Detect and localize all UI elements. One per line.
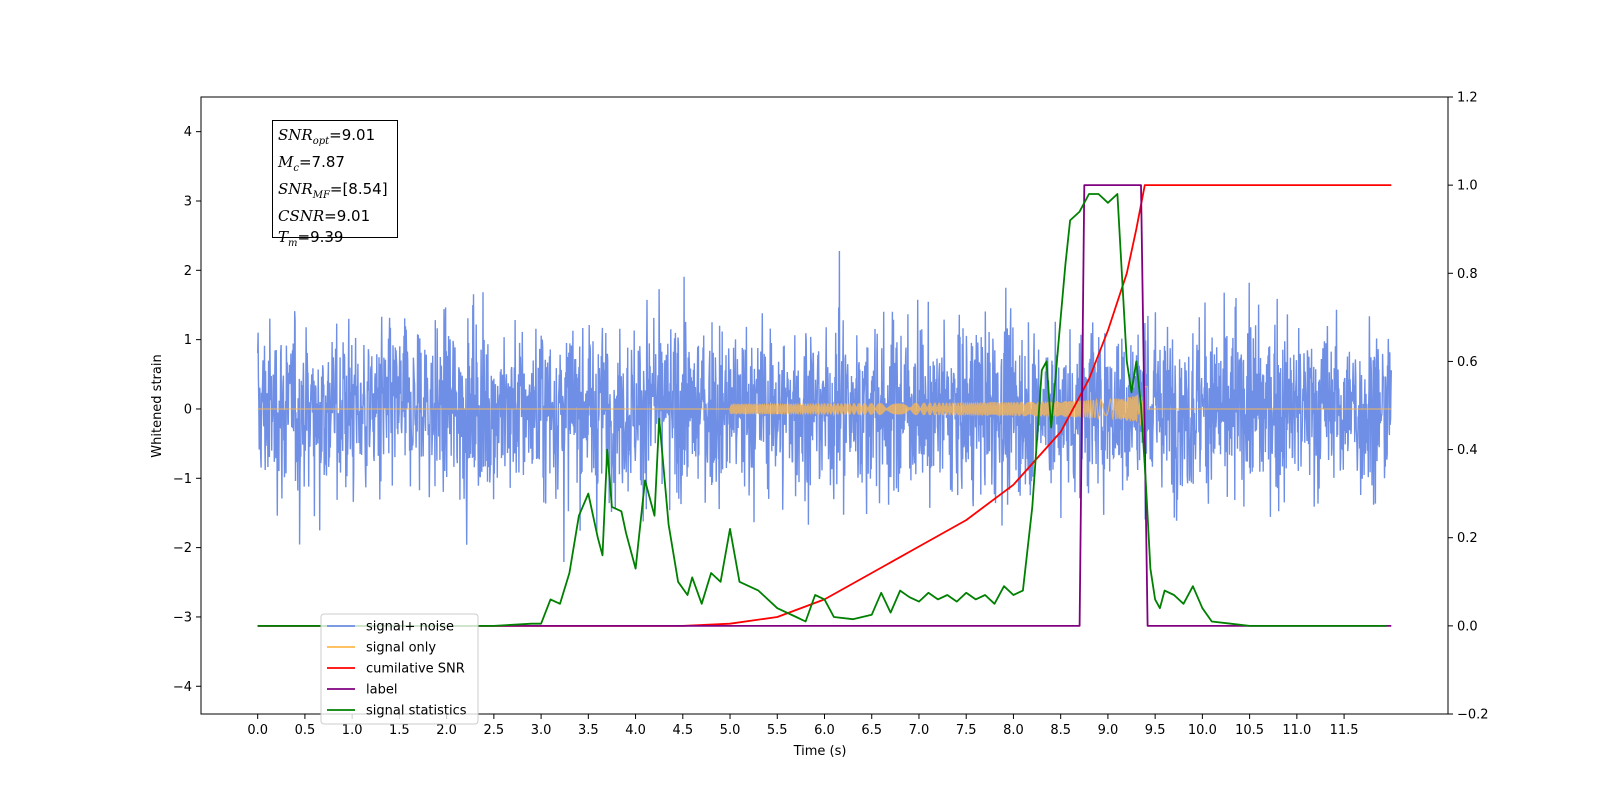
tm-line: Tm=9.39: [278, 228, 344, 249]
y-tick-label: −4: [173, 680, 192, 695]
y-tick-label: −1: [173, 472, 192, 487]
y-axis-right: 1.2 1.0 0.8 0.6 0.4 0.2 0.0 −0.2: [1448, 91, 1489, 723]
legend-frame: [320, 613, 479, 725]
mc-line: Mc=7.87: [278, 153, 345, 174]
x-tick-label: 1.0: [342, 723, 363, 738]
x-tick-label: 11.0: [1282, 723, 1311, 738]
y2-tick-label: 0.6: [1457, 355, 1478, 370]
y-axis-label: Whitened strain: [150, 354, 165, 457]
snr-mf-line: SNRMF=[8.54]: [278, 180, 388, 201]
y-axis-left: 4 3 2 1 0 −1 −2 −3 −4: [173, 125, 201, 695]
mc-value: =7.87: [298, 153, 345, 171]
snr-info-box: SNRopt=9.01 Mc=7.87 SNRMF=[8.54] CSNR=9.…: [272, 120, 398, 249]
y2-tick-label: 0.8: [1457, 267, 1478, 282]
y-tick-label: −3: [173, 610, 192, 625]
y2-tick-label: 0.4: [1457, 443, 1478, 458]
signal-only-line: [257, 384, 1392, 439]
y2-tick-label: 0.0: [1457, 619, 1478, 634]
x-axis-label: Time (s): [793, 744, 847, 759]
y-tick-label: 2: [184, 264, 192, 279]
x-tick-label: 6.5: [861, 723, 882, 738]
csnr-line: CSNR=9.01: [278, 207, 371, 225]
csnr-value: =9.01: [324, 207, 371, 225]
x-axis: 0.0 0.5 1.0 1.5 2.0 2.5 3.0 3.5 4.0 4.5 5.0 5.5 6.0 6…: [247, 714, 1359, 738]
legend-label: signal only: [366, 641, 436, 656]
y-tick-label: 1: [184, 333, 192, 348]
x-tick-label: 5.0: [720, 723, 741, 738]
legend-label: signal+ noise: [366, 620, 454, 635]
x-tick-label: 10.0: [1188, 723, 1217, 738]
x-tick-label: 0.5: [295, 723, 316, 738]
x-tick-label: 3.5: [578, 723, 599, 738]
y-tick-label: 4: [184, 125, 192, 140]
x-tick-label: 4.5: [672, 723, 693, 738]
tm-value: =9.39: [297, 228, 344, 246]
legend-label: signal statistics: [366, 704, 467, 719]
x-tick-label: 2.0: [436, 723, 457, 738]
x-tick-label: 8.5: [1050, 723, 1071, 738]
line-series-group: [257, 184, 1392, 627]
x-tick-label: 11.5: [1330, 723, 1359, 738]
x-tick-label: 7.5: [956, 723, 977, 738]
legend: signal+ noise signal only cumilative SNR la…: [320, 613, 479, 725]
y2-tick-label: 1.2: [1457, 91, 1478, 106]
label-line: [257, 184, 1392, 627]
x-tick-label: 2.5: [484, 723, 505, 738]
x-tick-label: 9.5: [1145, 723, 1166, 738]
x-tick-label: 6.0: [814, 723, 835, 738]
signal-only-series: [257, 384, 1392, 439]
snr-mf-value: =[8.54]: [329, 180, 388, 198]
x-tick-label: 10.5: [1235, 723, 1264, 738]
legend-label: cumilative SNR: [366, 662, 465, 677]
y-tick-label: 0: [184, 402, 192, 417]
x-tick-label: 7.0: [909, 723, 930, 738]
x-tick-label: 5.5: [767, 723, 788, 738]
x-tick-label: 1.5: [389, 723, 410, 738]
cumilative-snr-line: [257, 184, 1392, 627]
x-tick-label: 3.0: [531, 723, 552, 738]
signal-statistics-line: [257, 193, 1387, 627]
x-tick-label: 9.0: [1098, 723, 1119, 738]
y-tick-label: 3: [184, 194, 192, 209]
y2-tick-label: 1.0: [1457, 179, 1478, 194]
y-tick-label: −2: [173, 541, 192, 556]
legend-label: label: [366, 683, 397, 698]
y2-tick-label: 0.2: [1457, 531, 1478, 546]
snr-opt-line: SNRopt=9.01: [278, 126, 376, 147]
y2-tick-label: −0.2: [1457, 708, 1489, 723]
x-tick-label: 0.0: [247, 723, 268, 738]
x-tick-label: 4.0: [625, 723, 646, 738]
snr-opt-value: =9.01: [329, 126, 376, 144]
x-tick-label: 8.0: [1003, 723, 1024, 738]
